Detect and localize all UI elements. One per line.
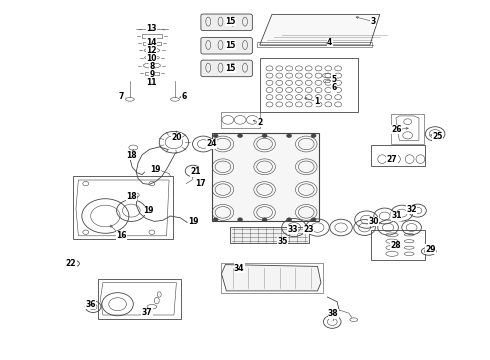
Text: 8: 8	[149, 62, 154, 71]
FancyBboxPatch shape	[201, 14, 252, 31]
Text: 27: 27	[387, 154, 397, 163]
Bar	[371, 230, 425, 260]
Bar	[212, 133, 319, 221]
Bar	[391, 114, 424, 144]
Circle shape	[287, 218, 292, 221]
Text: 32: 32	[406, 205, 417, 214]
Text: 12: 12	[147, 46, 157, 55]
Polygon shape	[260, 14, 380, 45]
Bar	[145, 72, 159, 75]
Bar	[371, 145, 425, 166]
Circle shape	[311, 134, 316, 138]
Text: 20: 20	[171, 133, 182, 142]
Text: 15: 15	[225, 40, 236, 49]
Text: 2: 2	[257, 118, 262, 127]
FancyBboxPatch shape	[201, 60, 252, 77]
Text: 6: 6	[332, 83, 337, 92]
Text: 29: 29	[425, 245, 436, 253]
Text: 13: 13	[147, 24, 157, 33]
Text: 19: 19	[188, 217, 199, 226]
Circle shape	[213, 134, 218, 138]
Bar	[230, 227, 309, 243]
Text: 16: 16	[116, 231, 127, 240]
Circle shape	[238, 218, 243, 221]
Bar	[73, 176, 173, 239]
Bar	[98, 279, 181, 319]
Text: 38: 38	[328, 309, 339, 318]
Text: 11: 11	[147, 78, 157, 87]
Bar	[220, 263, 323, 293]
Text: 28: 28	[391, 241, 401, 250]
Circle shape	[311, 218, 316, 221]
FancyBboxPatch shape	[201, 37, 252, 54]
Bar	[142, 34, 162, 38]
Text: 31: 31	[392, 211, 402, 220]
Polygon shape	[221, 265, 321, 291]
Text: 17: 17	[196, 179, 206, 188]
Text: 24: 24	[206, 139, 217, 148]
Text: 34: 34	[234, 264, 245, 273]
Text: 18: 18	[126, 151, 137, 160]
Text: 37: 37	[142, 308, 152, 317]
Circle shape	[262, 218, 267, 221]
Text: 4: 4	[327, 38, 332, 47]
Text: 33: 33	[287, 225, 298, 234]
Text: 7: 7	[119, 92, 124, 101]
Text: 3: 3	[371, 17, 376, 26]
Circle shape	[213, 218, 218, 221]
Text: 18: 18	[126, 192, 137, 201]
Text: 14: 14	[147, 38, 157, 47]
Text: 15: 15	[225, 64, 236, 73]
Text: 1: 1	[315, 97, 319, 106]
Text: 22: 22	[66, 259, 76, 268]
Circle shape	[287, 134, 292, 138]
Text: 9: 9	[149, 70, 154, 79]
Text: 5: 5	[332, 75, 337, 84]
Text: 6: 6	[181, 92, 186, 101]
Text: 36: 36	[85, 300, 96, 309]
Circle shape	[238, 134, 243, 138]
Text: 10: 10	[147, 54, 157, 63]
Circle shape	[262, 134, 267, 138]
Bar	[260, 58, 358, 112]
Text: 30: 30	[368, 217, 379, 226]
Text: 15: 15	[225, 17, 236, 26]
Text: 26: 26	[392, 125, 402, 134]
Text: 35: 35	[277, 238, 288, 246]
Text: 19: 19	[143, 206, 153, 215]
Text: 21: 21	[191, 167, 201, 176]
Bar	[143, 42, 161, 45]
Text: 23: 23	[303, 225, 314, 234]
Text: 25: 25	[432, 132, 442, 141]
Text: 19: 19	[150, 165, 161, 174]
